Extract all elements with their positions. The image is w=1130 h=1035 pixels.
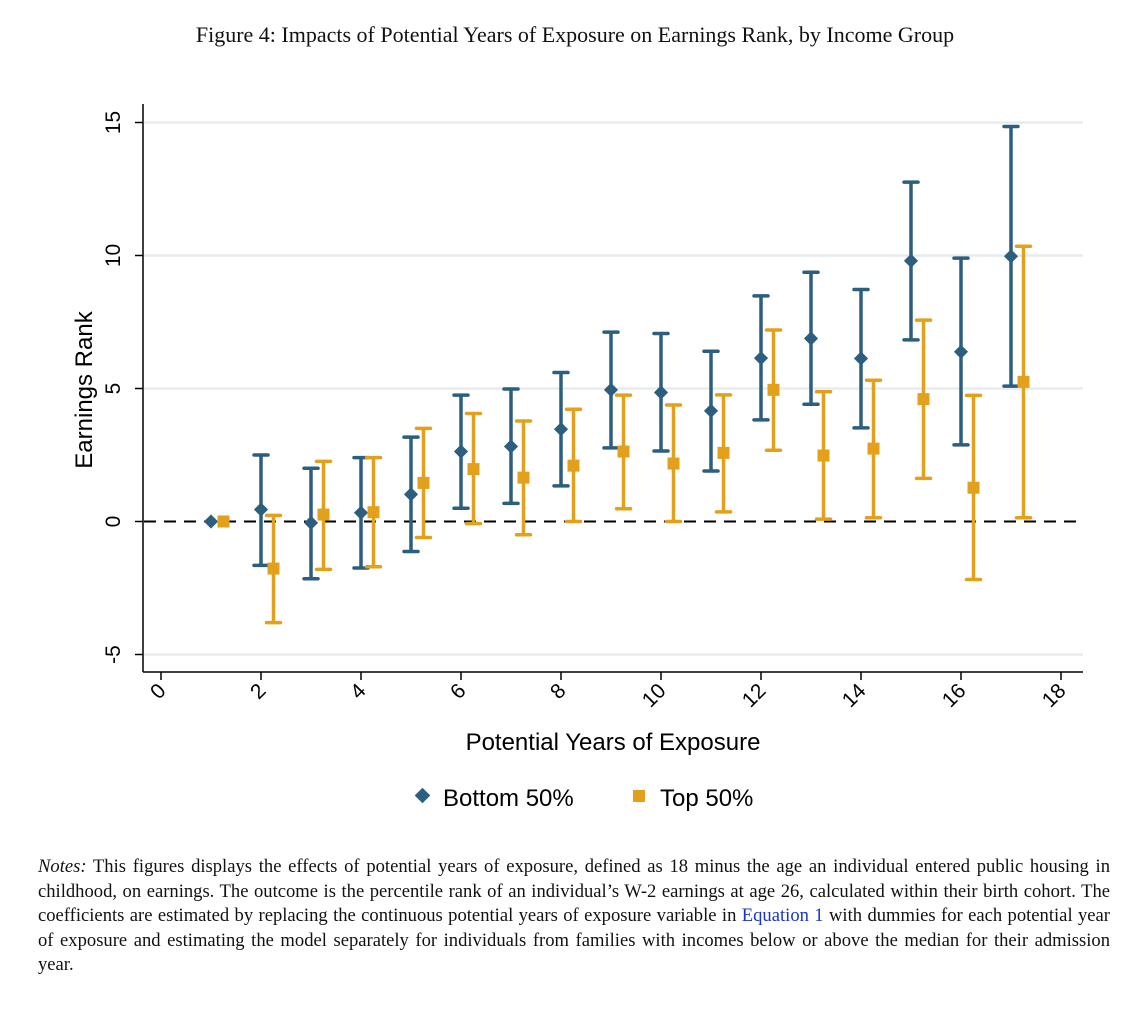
series-bottom-50: [203, 124, 1020, 581]
legend-label-top-50: Top 50%: [660, 785, 753, 812]
point-square: [817, 449, 830, 462]
series-top-50: [217, 244, 1033, 625]
x-tick-label: 16: [938, 679, 971, 712]
point-diamond: [1003, 249, 1019, 264]
point-diamond: [803, 331, 819, 346]
notes-text: This figures displays the effects of pot…: [38, 856, 1110, 926]
point-diamond: [953, 344, 969, 359]
point-diamond: [853, 351, 869, 366]
point-square: [217, 515, 230, 528]
point-diamond: [503, 439, 519, 454]
point-square: [667, 457, 680, 470]
x-tick-label: 18: [1038, 679, 1071, 712]
y-axis-title: Earnings Rank: [71, 310, 98, 468]
notes-text-continued: with dummies for each potential year of …: [38, 905, 1110, 975]
point-diamond: [753, 351, 769, 366]
x-tick-label: 6: [446, 679, 471, 704]
x-axis-title: Potential Years of Exposure: [466, 729, 761, 756]
y-tick-label: -5: [102, 645, 125, 664]
y-tick-label: 5: [102, 383, 125, 395]
point-square: [417, 476, 430, 489]
data-marks: [203, 124, 1033, 625]
point-diamond: [453, 444, 469, 459]
x-tick-label: 8: [546, 679, 571, 704]
point-square: [967, 481, 980, 494]
point-square: [317, 508, 330, 521]
point-square: [917, 393, 930, 406]
equation-1-link[interactable]: Equation 1: [741, 905, 824, 926]
coefficient-chart: -5 0 5 10 15 0 2 4 6 8 10 12 14 16 18 Earnings Rank P…: [71, 104, 1083, 812]
point-square: [567, 459, 580, 472]
legend-marker-top-50: [633, 790, 645, 802]
notes-label: Notes:: [38, 856, 87, 877]
point-diamond: [553, 422, 569, 437]
point-diamond: [203, 514, 219, 529]
point-diamond: [703, 403, 719, 418]
x-tick-label: 10: [638, 679, 671, 712]
point-square: [617, 445, 630, 458]
point-square: [267, 562, 280, 575]
y-tick-label: 0: [102, 516, 125, 528]
x-tick-label: 2: [246, 679, 271, 704]
x-ticks: 0 2 4 6 8 10 12 14 16 18: [146, 672, 1071, 712]
x-tick-label: 4: [346, 679, 371, 704]
point-square: [1017, 375, 1030, 388]
legend-label-bottom-50: Bottom 50%: [443, 785, 574, 812]
legend-marker-bottom-50: [414, 787, 431, 804]
point-square: [467, 463, 480, 476]
point-square: [867, 442, 880, 455]
point-square: [767, 383, 780, 396]
figure-notes: Notes: This figures displays the effects…: [38, 855, 1110, 978]
x-tick-label: 0: [146, 679, 171, 704]
x-tick-label: 12: [738, 679, 771, 712]
x-tick-label: 14: [838, 679, 871, 712]
legend: Bottom 50% Top 50%: [414, 785, 753, 812]
point-diamond: [353, 505, 369, 520]
y-tick-label: 10: [102, 244, 125, 267]
point-square: [517, 471, 530, 484]
point-square: [717, 446, 730, 459]
point-diamond: [903, 253, 919, 268]
point-square: [367, 506, 380, 519]
point-diamond: [253, 502, 269, 517]
point-diamond: [653, 385, 669, 400]
y-ticks: -5 0 5 10 15: [102, 111, 143, 664]
point-diamond: [403, 487, 419, 502]
figure-title: Figure 4: Impacts of Potential Years of …: [195, 22, 955, 47]
point-diamond: [303, 515, 319, 530]
point-diamond: [603, 382, 619, 397]
y-tick-label: 15: [102, 111, 125, 134]
